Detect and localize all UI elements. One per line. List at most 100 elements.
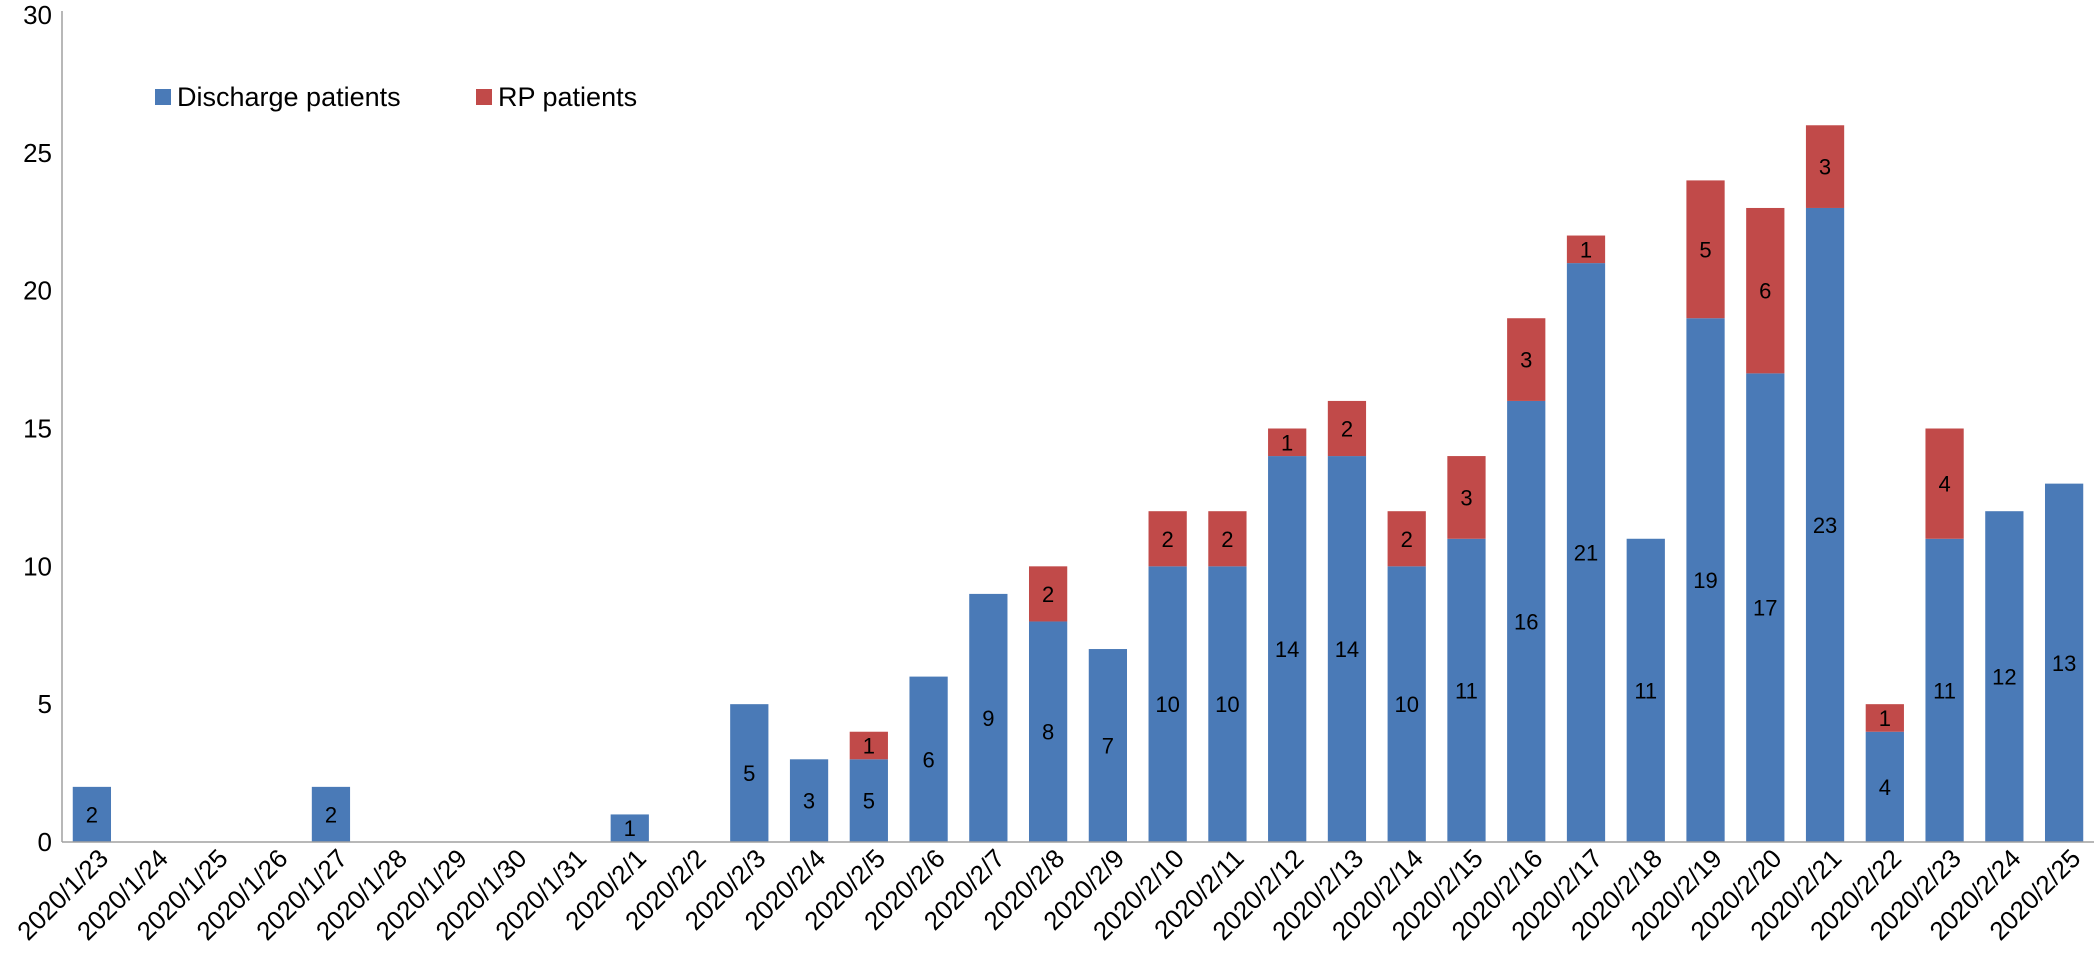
data-label-rp: 3 <box>1460 485 1472 510</box>
data-label-discharge: 3 <box>803 789 815 814</box>
bar-discharge <box>1208 566 1247 842</box>
data-label-rp: 1 <box>863 734 875 759</box>
data-label-discharge: 11 <box>1634 678 1657 703</box>
data-label-discharge: 1 <box>624 816 636 841</box>
x-axis-ticks: 2020/1/232020/1/242020/1/252020/1/262020… <box>11 843 2086 946</box>
data-label-discharge: 16 <box>1514 609 1538 634</box>
legend-swatch <box>476 89 492 105</box>
data-label-discharge: 8 <box>1042 720 1054 745</box>
data-label-discharge: 9 <box>982 706 994 731</box>
data-label-rp: 1 <box>1879 706 1891 731</box>
bar-discharge <box>1566 263 1606 843</box>
bar-discharge <box>1387 566 1426 842</box>
data-label-rp: 2 <box>1042 582 1054 607</box>
y-tick-label: 25 <box>23 138 52 168</box>
legend: Discharge patients RP patients <box>155 82 637 112</box>
bar-rp <box>1746 207 1785 374</box>
data-label-rp: 1 <box>1281 430 1293 455</box>
bar-discharge <box>1805 207 1845 842</box>
data-label-discharge: 4 <box>1879 775 1891 800</box>
data-label-rp: 4 <box>1938 472 1950 497</box>
data-label-discharge: 14 <box>1275 637 1299 662</box>
bar-rp <box>1507 318 1546 401</box>
data-label-discharge: 10 <box>1155 692 1179 717</box>
data-label-rp: 2 <box>1341 417 1353 442</box>
data-label-discharge: 11 <box>1455 678 1478 703</box>
legend-label: RP patients <box>498 82 637 112</box>
bar-rp <box>1148 511 1187 567</box>
y-tick-label: 30 <box>23 0 52 30</box>
bar-rp <box>1327 400 1367 457</box>
bar-discharge <box>1447 538 1486 842</box>
data-label-discharge: 10 <box>1394 692 1418 717</box>
legend-item-rp: RP patients <box>476 82 637 112</box>
bar-discharge <box>1148 566 1187 842</box>
data-label-discharge: 17 <box>1753 596 1777 621</box>
bar-discharge <box>789 759 829 842</box>
y-tick-label: 20 <box>23 276 52 306</box>
data-label-rp: 2 <box>1221 527 1233 552</box>
bar-discharge <box>1268 456 1307 842</box>
data-label-discharge: 10 <box>1215 692 1239 717</box>
data-label-discharge: 14 <box>1335 637 1359 662</box>
bar-discharge <box>909 676 948 842</box>
data-label-discharge: 21 <box>1574 541 1598 566</box>
data-label-discharge: 5 <box>743 761 755 786</box>
y-tick-label: 5 <box>38 689 52 719</box>
bar-discharge <box>1925 538 1964 842</box>
bar-discharge <box>2044 483 2084 842</box>
bars <box>72 125 2084 843</box>
legend-label: Discharge patients <box>177 82 401 112</box>
data-label-discharge: 2 <box>86 802 98 827</box>
data-label-rp: 5 <box>1699 237 1711 262</box>
data-label-discharge: 6 <box>922 747 934 772</box>
data-label-rp: 3 <box>1520 348 1532 373</box>
bar-rp <box>1208 511 1247 567</box>
bar-rp <box>849 731 888 760</box>
data-label-rp: 2 <box>1401 527 1413 552</box>
y-tick-label: 15 <box>23 414 52 444</box>
bar-rp <box>1387 511 1426 567</box>
data-label-discharge: 11 <box>1933 678 1956 703</box>
bar-rp <box>1686 180 1725 319</box>
bar-discharge <box>1088 649 1128 842</box>
data-label-discharge: 12 <box>1992 665 2016 690</box>
legend-item-discharge: Discharge patients <box>155 82 401 112</box>
bar-rp <box>1805 125 1845 208</box>
bar-rp <box>1447 456 1486 539</box>
bar-rp <box>1925 428 1964 539</box>
bar-discharge <box>610 814 649 842</box>
data-label-rp: 6 <box>1759 279 1771 304</box>
bar-discharge <box>72 786 112 842</box>
bar-discharge <box>969 593 1008 842</box>
data-label-discharge: 19 <box>1693 568 1717 593</box>
data-label-discharge: 2 <box>325 802 337 827</box>
y-tick-label: 10 <box>23 551 52 581</box>
bar-discharge <box>730 704 769 842</box>
data-label-rp: 3 <box>1819 155 1831 180</box>
bar-discharge <box>849 759 888 842</box>
bar-discharge <box>1686 318 1725 842</box>
bar-discharge <box>1507 400 1546 842</box>
bar-discharge <box>1626 538 1665 842</box>
data-label-rp: 1 <box>1580 237 1592 262</box>
y-axis-ticks: 0 5 10 15 20 25 30 <box>23 0 52 857</box>
bar-rp <box>1865 704 1904 732</box>
data-label-discharge: 13 <box>2052 651 2076 676</box>
bar-discharge <box>311 786 351 842</box>
data-label-discharge: 5 <box>863 789 875 814</box>
bar-discharge <box>1028 621 1068 842</box>
y-tick-label: 0 <box>38 827 52 857</box>
bar-rp <box>1566 235 1606 264</box>
bar-discharge <box>1985 511 2024 842</box>
bar-discharge <box>1327 456 1367 842</box>
bar-discharge <box>1865 731 1904 842</box>
bar-discharge <box>1746 373 1785 842</box>
legend-swatch <box>155 89 171 105</box>
data-label-rp: 2 <box>1162 527 1174 552</box>
bar-rp <box>1028 566 1068 622</box>
bar-rp <box>1268 428 1307 457</box>
